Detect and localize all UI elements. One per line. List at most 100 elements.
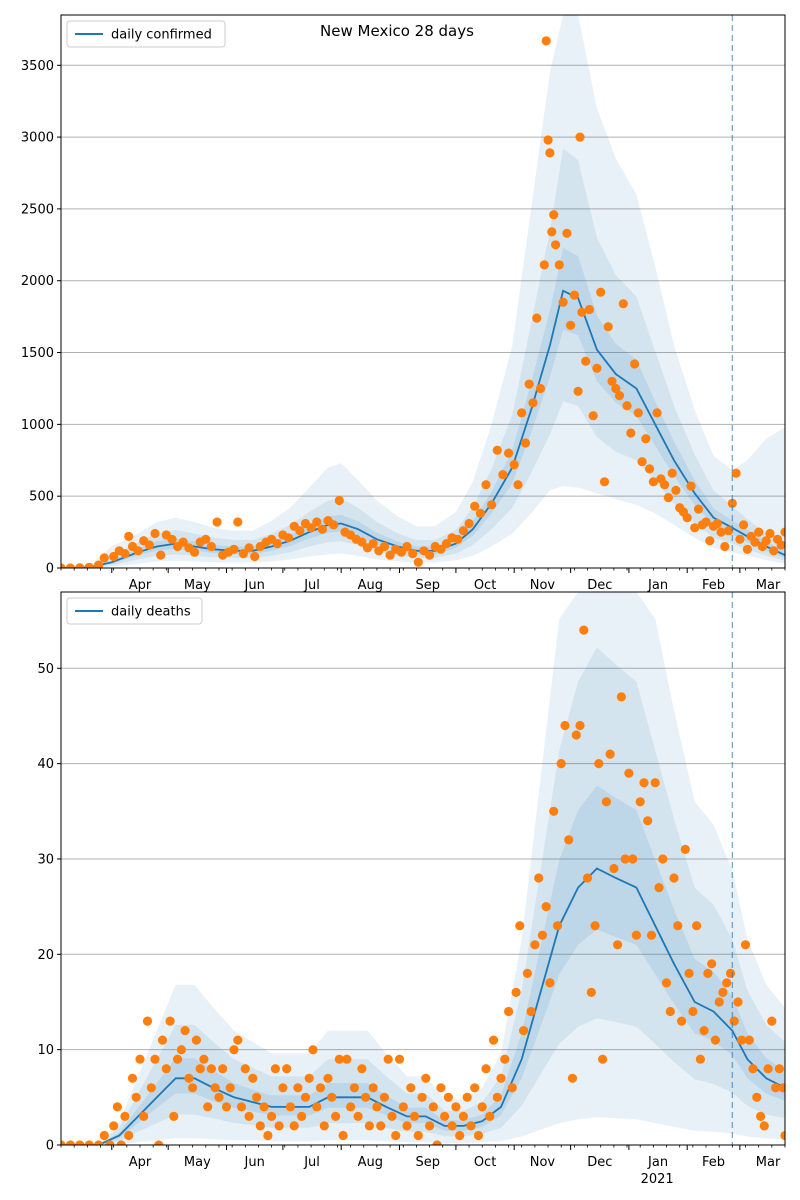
legend: daily confirmed: [66, 20, 226, 48]
data-point: [690, 523, 700, 533]
data-point: [575, 132, 585, 142]
x-tick-label: Aug: [358, 1155, 383, 1170]
data-point: [218, 1064, 228, 1074]
data-point: [349, 1083, 359, 1093]
data-point: [135, 1054, 145, 1064]
data-point: [156, 550, 166, 560]
data-point: [624, 768, 634, 778]
data-point: [338, 1130, 348, 1141]
data-point: [671, 485, 681, 495]
data-point: [146, 1083, 156, 1093]
data-point: [364, 1121, 374, 1131]
data-point: [441, 539, 452, 549]
data-point: [361, 1092, 371, 1102]
data-point: [500, 1054, 510, 1064]
data-point: [432, 1140, 442, 1145]
data-point: [643, 816, 653, 826]
data-point: [417, 1092, 427, 1102]
data-point: [327, 1092, 337, 1102]
data-point: [214, 1092, 224, 1102]
data-point: [455, 1130, 465, 1141]
data-point: [549, 806, 559, 816]
data-point: [317, 524, 327, 534]
data-point: [605, 749, 615, 759]
data-point: [394, 1054, 405, 1064]
data-point: [492, 1092, 502, 1102]
x-tick-label: Jun: [244, 1155, 265, 1170]
data-point: [566, 320, 576, 330]
data-point: [586, 987, 596, 998]
data-point: [778, 1083, 785, 1093]
data-point: [293, 1083, 303, 1093]
data-point: [633, 408, 643, 418]
data-point: [274, 1121, 284, 1131]
plot-area: [61, 15, 785, 568]
data-point: [541, 36, 551, 46]
data-point: [189, 547, 200, 557]
data-point: [780, 527, 785, 537]
data-point: [396, 547, 406, 557]
data-point: [259, 1102, 269, 1112]
data-point: [477, 1102, 487, 1112]
data-point: [233, 517, 243, 527]
data-point: [703, 968, 713, 979]
data-point: [481, 1064, 491, 1074]
data-point: [729, 1016, 739, 1026]
data-point: [701, 517, 711, 527]
data-point: [453, 534, 463, 544]
data-point: [447, 1121, 457, 1131]
data-point: [346, 1102, 356, 1112]
data-point: [509, 460, 519, 470]
data-point: [519, 1026, 529, 1036]
data-point: [406, 1083, 416, 1093]
y-tick-label: 30: [37, 852, 54, 867]
data-point: [473, 1130, 484, 1141]
data-point: [144, 540, 154, 550]
data-point: [297, 1111, 307, 1121]
data-point: [61, 563, 66, 568]
data-point: [665, 1006, 675, 1017]
data-point: [705, 536, 715, 546]
data-point: [458, 526, 468, 536]
data-point: [315, 1083, 326, 1093]
data-point: [353, 1111, 363, 1121]
data-point: [120, 549, 130, 559]
data-point: [759, 1121, 769, 1131]
data-point: [250, 551, 260, 562]
data-point: [551, 240, 561, 250]
data-point: [588, 411, 598, 421]
data-point: [391, 1130, 401, 1141]
x-tick-label: Sep: [415, 1155, 440, 1170]
data-point: [408, 549, 418, 559]
data-point: [507, 1083, 517, 1093]
data-point: [188, 1083, 198, 1093]
data-point: [727, 498, 737, 508]
data-point: [99, 1130, 109, 1141]
data-point: [127, 1073, 138, 1083]
data-point: [620, 854, 630, 864]
plot-area: [61, 592, 785, 1145]
data-point: [255, 1121, 265, 1131]
data-point: [263, 1130, 273, 1141]
data-point: [229, 544, 239, 554]
data-point: [413, 557, 423, 567]
data-point: [598, 1054, 608, 1064]
data-point: [267, 1111, 277, 1121]
x-tick-label: Dec: [587, 1155, 612, 1170]
legend-box: [66, 597, 203, 625]
data-point: [511, 987, 521, 998]
x-tick-label: May: [184, 1155, 211, 1170]
data-point: [65, 1140, 75, 1145]
data-point: [601, 797, 612, 807]
data-point: [109, 551, 119, 562]
data-point: [131, 1092, 141, 1102]
data-point: [658, 854, 668, 864]
data-point: [300, 1092, 311, 1102]
data-point: [308, 1045, 318, 1055]
data-point: [592, 363, 602, 373]
data-point: [575, 720, 585, 731]
data-point: [157, 1035, 168, 1045]
data-point: [646, 930, 657, 940]
x-tick-label: Mar: [756, 1155, 781, 1170]
data-point: [684, 968, 694, 979]
